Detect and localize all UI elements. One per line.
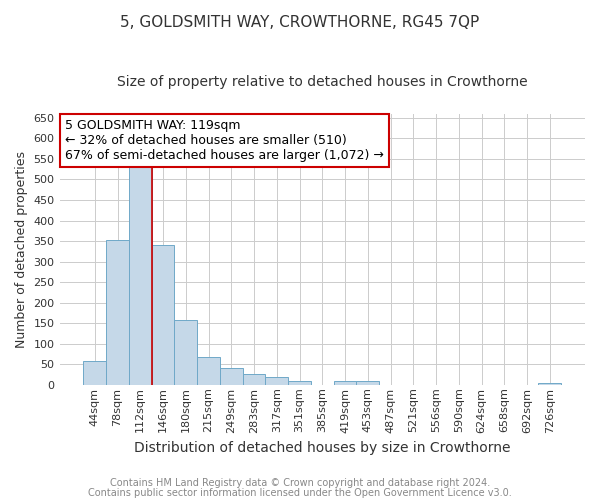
Bar xyxy=(265,376,288,385)
Bar xyxy=(106,240,129,385)
X-axis label: Distribution of detached houses by size in Crowthorne: Distribution of detached houses by size … xyxy=(134,441,511,455)
Bar xyxy=(356,380,379,385)
Text: Contains HM Land Registry data © Crown copyright and database right 2024.: Contains HM Land Registry data © Crown c… xyxy=(110,478,490,488)
Text: 5 GOLDSMITH WAY: 119sqm
← 32% of detached houses are smaller (510)
67% of semi-d: 5 GOLDSMITH WAY: 119sqm ← 32% of detache… xyxy=(65,119,383,162)
Bar xyxy=(152,245,175,385)
Bar xyxy=(242,374,265,385)
Text: Contains public sector information licensed under the Open Government Licence v3: Contains public sector information licen… xyxy=(88,488,512,498)
Bar xyxy=(129,162,152,385)
Bar xyxy=(220,368,242,385)
Bar xyxy=(197,357,220,385)
Bar xyxy=(538,382,561,385)
Bar xyxy=(288,382,311,385)
Bar xyxy=(83,362,106,385)
Text: 5, GOLDSMITH WAY, CROWTHORNE, RG45 7QP: 5, GOLDSMITH WAY, CROWTHORNE, RG45 7QP xyxy=(121,15,479,30)
Y-axis label: Number of detached properties: Number of detached properties xyxy=(15,151,28,348)
Bar xyxy=(334,380,356,385)
Title: Size of property relative to detached houses in Crowthorne: Size of property relative to detached ho… xyxy=(117,75,527,89)
Bar xyxy=(175,320,197,385)
